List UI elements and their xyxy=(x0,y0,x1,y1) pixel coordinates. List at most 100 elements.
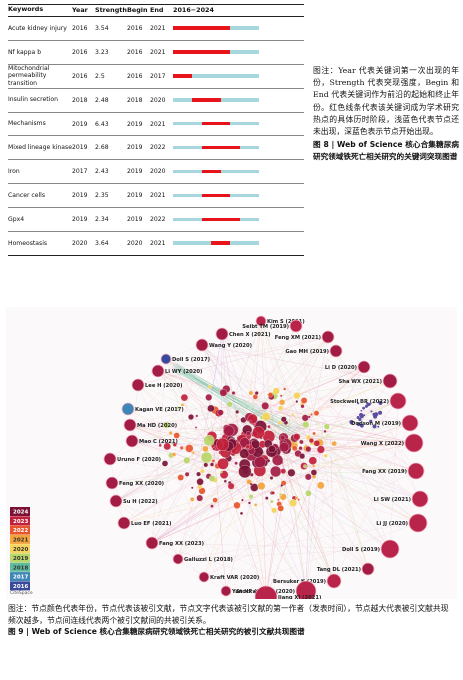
burst-active-segment xyxy=(173,74,193,78)
burst-inactive-segment xyxy=(173,193,202,198)
burst-inactive-segment xyxy=(173,169,202,174)
burst-active-segment xyxy=(192,98,221,102)
header-end: End xyxy=(150,4,173,17)
network-node-label: Kagan VE (2017) xyxy=(135,407,184,413)
header-keywords: Keywords xyxy=(8,4,72,17)
end-cell: 2021 xyxy=(150,112,173,137)
strength-cell: 3.64 xyxy=(95,231,127,256)
legend-year-label: 2021 xyxy=(13,538,28,544)
burst-strip xyxy=(173,135,304,161)
burst-row: Mixed lineage kinase 2019 2.68 2019 2022 xyxy=(8,135,304,161)
network-node-label: Seibt TM (2019) xyxy=(242,324,289,330)
burst-inactive-segment xyxy=(173,241,212,245)
year-cell: 2016 xyxy=(72,40,95,65)
burst-strip xyxy=(173,88,304,113)
keyword-burst-table: Keywords Year Strength Begin End 2016−20… xyxy=(8,4,304,256)
legend-item: 2021 xyxy=(10,534,30,544)
network-node: Su H (2022) xyxy=(109,494,158,508)
burst-inactive-segment xyxy=(173,217,202,221)
network-node-label: Li WY (2020) xyxy=(165,369,202,375)
network-node-label: Luo EF (2021) xyxy=(131,521,171,527)
burst-row: Mechanisms 2019 6.43 2019 2021 xyxy=(8,112,304,137)
network-node-label: Kim S (2021) xyxy=(267,319,305,325)
year-cell: 2019 xyxy=(72,112,95,137)
legend-item: 2024 xyxy=(10,507,30,516)
burst-active-segment xyxy=(173,26,231,30)
network-node: Feng XM (2021) xyxy=(275,330,335,344)
legend-item: 2018 xyxy=(10,562,30,572)
burst-row: Homeostasis 2020 3.64 2020 2021 xyxy=(8,231,304,256)
keyword-cell: Homeostasis xyxy=(8,231,72,256)
network-node: Chen X (2021) xyxy=(215,327,271,341)
network-node: Gao MH (2019) xyxy=(285,344,343,358)
header-range: 2016−2024 xyxy=(173,4,304,17)
network-node-label: Su H (2022) xyxy=(123,499,158,505)
burst-active-segment xyxy=(201,169,221,174)
end-cell: 2022 xyxy=(150,135,173,161)
year-cell: 2016 xyxy=(72,16,95,41)
keyword-cell: Gpx4 xyxy=(8,207,72,233)
end-cell: 2020 xyxy=(150,159,173,185)
year-cell: 2020 xyxy=(72,231,95,256)
begin-cell: 2016 xyxy=(127,40,150,65)
network-node: Li D (2020) xyxy=(325,360,371,374)
burst-strip xyxy=(173,159,304,185)
end-cell: 2021 xyxy=(150,231,173,256)
burst-inactive-segment xyxy=(239,145,259,150)
legend-year-label: 2018 xyxy=(13,565,28,571)
burst-active-segment xyxy=(201,145,240,150)
burst-figure-title: 图 8 | Web of Science 核心合集糖尿病研究领域铁死亡相关研究的… xyxy=(313,140,459,162)
burst-inactive-segment xyxy=(220,98,259,102)
legend-item: 2022 xyxy=(10,525,30,535)
network-node-label: Fang XX (2019) xyxy=(362,469,407,475)
strength-cell: 2.48 xyxy=(95,88,127,113)
year-cell: 2017 xyxy=(72,159,95,185)
header-strength: Strength xyxy=(95,4,127,17)
network-node-label: Dodson M (2019) xyxy=(351,421,401,427)
strength-cell: 2.34 xyxy=(95,207,127,233)
network-node-label: Lee H (2020) xyxy=(145,383,182,389)
burst-inactive-segment xyxy=(230,50,259,54)
burst-active-segment xyxy=(173,50,231,54)
header-begin: Begin xyxy=(127,4,150,17)
co-citation-network: Kim S (2021)Seibt TM (2019) Chen X (2021)… xyxy=(6,307,457,599)
burst-active-segment xyxy=(201,122,231,126)
network-caption-note: 图注：节点颜色代表年份，节点代表该被引文献，节点文字代表该被引文献的第一作者（发… xyxy=(8,604,449,625)
burst-inactive-segment xyxy=(239,217,259,221)
legend-year-label: 2023 xyxy=(13,519,28,525)
network-node: Fang XX (2023) xyxy=(145,536,204,550)
strength-cell: 2.68 xyxy=(95,135,127,161)
begin-cell: 2019 xyxy=(127,207,150,233)
network-node-label: Tang DL (2021) xyxy=(317,567,361,573)
strength-cell: 2.5 xyxy=(95,64,127,89)
burst-strip xyxy=(173,64,304,89)
keyword-cell: Acute kidney injury xyxy=(8,16,72,41)
network-node: Fang XX (2019) xyxy=(362,462,425,480)
network-node-label: Ma HD (2020) xyxy=(137,423,177,429)
network-node: Stockwell BR (2022) xyxy=(330,392,407,410)
network-node-label: Feng XX (2020) xyxy=(119,481,164,487)
network-node: Bersuker K (2019) xyxy=(273,573,342,589)
network-node-label: Galluzzi L (2018) xyxy=(184,557,233,563)
burst-active-segment xyxy=(201,217,240,221)
network-node: Li JJ (2020) xyxy=(376,513,428,533)
legend-year-label: 2016 xyxy=(13,584,28,590)
network-node-label: Doll S (2019) xyxy=(342,547,380,553)
keyword-cell: Mitochondrial permeability transition xyxy=(8,64,72,89)
legend-year-label: 2022 xyxy=(13,528,28,534)
legend-item: 2023 xyxy=(10,516,30,526)
begin-cell: 2019 xyxy=(127,112,150,137)
end-cell: 2020 xyxy=(150,88,173,113)
begin-cell: 2018 xyxy=(127,88,150,113)
end-cell: 2017 xyxy=(150,64,173,89)
network-node: Uruno F (2020) xyxy=(103,452,161,466)
burst-row: Cancer cells 2019 2.35 2019 2021 xyxy=(8,183,304,209)
burst-row: Acute kidney injury 2016 3.54 2016 2021 xyxy=(8,16,304,41)
burst-row: Nf kappa b 2016 3.23 2016 2021 xyxy=(8,40,304,65)
network-node: Feng XX (2020) xyxy=(105,476,164,490)
strength-cell: 3.54 xyxy=(95,16,127,41)
burst-strip xyxy=(173,112,304,137)
burst-active-segment xyxy=(211,241,231,245)
network-node-label: Stockwell BR (2022) xyxy=(330,399,389,405)
begin-cell: 2019 xyxy=(127,135,150,161)
